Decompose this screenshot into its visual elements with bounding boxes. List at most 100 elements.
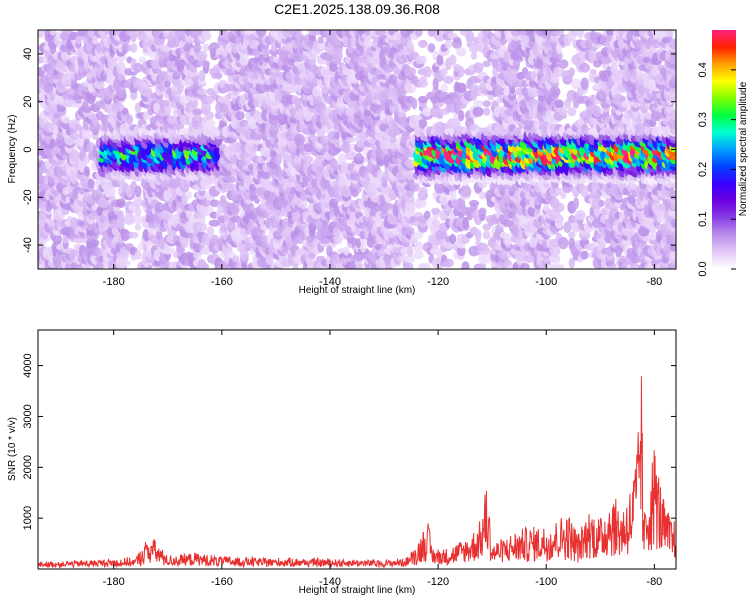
spectrogram-cell bbox=[468, 199, 480, 207]
spectrogram-cell bbox=[448, 54, 457, 66]
spectrogram-cell bbox=[120, 229, 130, 242]
spectrogram-cell bbox=[130, 42, 138, 53]
spectrogram-cell bbox=[197, 88, 207, 96]
figure-title: C2E1.2025.138.09.36.R08 bbox=[274, 1, 440, 17]
spectrogram-cell bbox=[69, 131, 79, 141]
spectrogram-cell bbox=[456, 47, 467, 57]
spectrogram-cell bbox=[407, 40, 414, 48]
spectrogram-cell bbox=[461, 261, 470, 269]
spectrogram-cell bbox=[91, 239, 100, 247]
spectrogram-cell bbox=[201, 60, 211, 68]
spectrogram-cell bbox=[418, 187, 428, 196]
spectrogram-cell bbox=[140, 86, 153, 97]
spectrogram-cell bbox=[196, 50, 208, 62]
spectrogram-cell bbox=[355, 152, 363, 159]
spectrogram-cell bbox=[198, 69, 206, 82]
spectrogram-cell bbox=[134, 194, 142, 205]
spectrogram-cell bbox=[133, 62, 143, 73]
spectrogram-cell bbox=[553, 263, 565, 269]
spectrogram-cell bbox=[473, 100, 484, 108]
spectrogram-cell bbox=[440, 83, 448, 93]
spectrogram-cell bbox=[573, 197, 579, 210]
spectrogram-cell bbox=[558, 236, 569, 250]
spectrogram-cell bbox=[49, 138, 57, 149]
spectrogram-cell bbox=[598, 199, 605, 207]
spectrogram-cell bbox=[206, 226, 215, 236]
spectrogram-cell bbox=[553, 202, 565, 213]
spectrogram-cell bbox=[409, 182, 420, 192]
spectrogram-cell bbox=[117, 210, 125, 221]
spectrogram-cell bbox=[302, 155, 314, 164]
spectrogram-cell bbox=[312, 86, 321, 97]
spectrogram-cell bbox=[201, 30, 211, 36]
spectrogram-cell bbox=[128, 231, 139, 239]
spectrogram-cell bbox=[576, 30, 585, 39]
spectrogram-cell bbox=[172, 213, 181, 225]
spectrogram-cell bbox=[478, 191, 487, 200]
spectrogram-cell bbox=[210, 234, 219, 244]
spectrogram-cell bbox=[134, 206, 142, 216]
spectrogram-cell bbox=[343, 246, 350, 256]
spectrogram-cell bbox=[177, 81, 184, 94]
spectrogram-cell bbox=[559, 108, 568, 116]
spectrogram-cell bbox=[232, 255, 240, 263]
spectrogram-cell bbox=[482, 247, 491, 256]
spectrogram-cell bbox=[431, 207, 441, 215]
spectrogram-cell bbox=[444, 39, 453, 49]
spectrogram-cell bbox=[619, 255, 626, 263]
spectrogram-cell bbox=[414, 30, 423, 37]
spectrogram-cell bbox=[364, 30, 371, 36]
spectrogram-cell bbox=[115, 198, 126, 208]
spectrogram-cell bbox=[427, 43, 436, 53]
spectrogram-cell bbox=[411, 97, 418, 110]
spectrogram-cell bbox=[558, 59, 569, 69]
spectrogram-cell bbox=[549, 86, 561, 97]
spectrogram-cells bbox=[38, 30, 676, 269]
spectrogram-cell bbox=[226, 175, 237, 184]
spectrogram-cell bbox=[205, 119, 216, 128]
spectrogram-cell bbox=[455, 82, 467, 94]
spectrogram-cell bbox=[38, 30, 45, 39]
spectrogram-cell bbox=[449, 233, 457, 245]
spectrogram-cell bbox=[458, 109, 465, 122]
spectrogram-cell bbox=[554, 99, 564, 108]
spectrogram-cell bbox=[408, 114, 420, 125]
spectrogram-cell bbox=[87, 178, 95, 189]
spectrogram-cell bbox=[185, 191, 193, 200]
spectrogram-cell bbox=[120, 259, 131, 267]
spectrogram-cell bbox=[472, 62, 484, 74]
spectrogram-cell bbox=[208, 219, 221, 227]
spectrogram-cell bbox=[567, 107, 577, 117]
spectrogram-cell bbox=[568, 231, 576, 239]
spectrogram-cell bbox=[193, 43, 202, 53]
spectrogram-cell bbox=[443, 75, 454, 85]
spectrogram-cell bbox=[294, 133, 306, 146]
spectrogram-cell bbox=[115, 85, 127, 98]
spectrogram-cell bbox=[206, 111, 215, 120]
spectrogram-cell bbox=[413, 241, 424, 253]
spectrogram-cell bbox=[193, 241, 202, 253]
spectrogram-cell bbox=[61, 115, 71, 124]
spectrogram-cell bbox=[593, 105, 602, 118]
spectrogram-cell bbox=[123, 213, 136, 225]
spectrogram-cell bbox=[134, 223, 142, 231]
spectrogram-cell bbox=[196, 222, 207, 233]
spectrogram-cell bbox=[589, 68, 597, 76]
spectrogram-cell bbox=[88, 30, 95, 38]
spectrogram-cell bbox=[422, 66, 433, 78]
spectrogram-cell bbox=[418, 39, 428, 48]
spectrogram-cell bbox=[317, 36, 324, 44]
spectrogram-cell bbox=[107, 56, 118, 64]
spectrogram-cell bbox=[482, 107, 491, 116]
spectrogram-cell bbox=[77, 30, 88, 37]
spectrogram-cell bbox=[209, 199, 220, 208]
spectrogram-cell bbox=[202, 43, 210, 53]
spectrogram-cell bbox=[417, 95, 428, 104]
spectrogram-cell bbox=[457, 66, 465, 78]
spectrogram-cell bbox=[109, 185, 116, 198]
spectrogram-cell bbox=[164, 80, 171, 88]
spectrogram-cell bbox=[215, 72, 223, 80]
spectrogram-cell bbox=[580, 250, 589, 260]
spectrogram-cell bbox=[423, 262, 431, 269]
